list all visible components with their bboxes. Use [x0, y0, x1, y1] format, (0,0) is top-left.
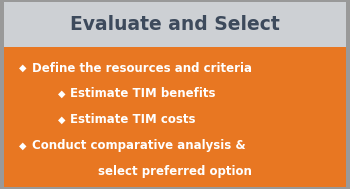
- FancyBboxPatch shape: [4, 47, 346, 187]
- Text: Estimate TIM benefits: Estimate TIM benefits: [70, 88, 216, 101]
- Text: select preferred option: select preferred option: [98, 165, 252, 178]
- Text: Estimate TIM costs: Estimate TIM costs: [70, 113, 196, 126]
- Text: Conduct comparative analysis &: Conduct comparative analysis &: [32, 139, 245, 152]
- Text: Define the resources and criteria: Define the resources and criteria: [32, 62, 252, 75]
- FancyBboxPatch shape: [4, 2, 346, 47]
- Text: ◆: ◆: [19, 63, 27, 73]
- Text: Evaluate and Select: Evaluate and Select: [70, 15, 280, 34]
- Text: ◆: ◆: [58, 115, 65, 125]
- Text: ◆: ◆: [58, 89, 65, 99]
- Text: ◆: ◆: [19, 141, 27, 151]
